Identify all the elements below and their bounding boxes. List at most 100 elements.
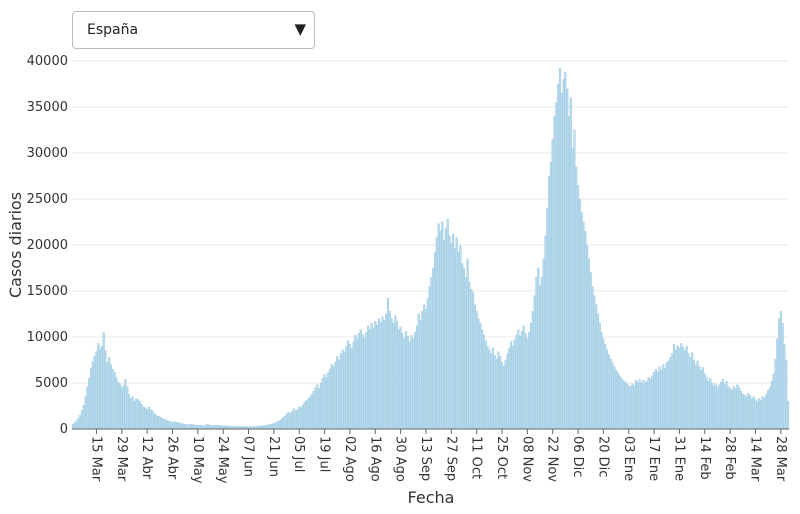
bar bbox=[319, 382, 323, 430]
bar bbox=[386, 298, 390, 430]
y-tick-label: 40000 bbox=[27, 54, 68, 69]
bar bbox=[526, 338, 529, 430]
bar bbox=[774, 358, 777, 430]
bar bbox=[703, 373, 706, 430]
bar bbox=[739, 391, 743, 430]
bar bbox=[596, 313, 600, 430]
bar bbox=[202, 425, 205, 430]
bar bbox=[298, 406, 301, 430]
y-tick-label: 25000 bbox=[27, 192, 68, 207]
bar bbox=[365, 332, 368, 430]
bar bbox=[439, 231, 442, 430]
bar bbox=[587, 258, 590, 430]
bar bbox=[598, 323, 601, 430]
bar bbox=[336, 356, 339, 430]
bar bbox=[502, 366, 505, 430]
bar bbox=[546, 208, 549, 430]
bar bbox=[113, 371, 116, 430]
bar bbox=[184, 424, 187, 430]
bar bbox=[560, 93, 563, 430]
bar bbox=[292, 408, 295, 430]
bar bbox=[303, 402, 306, 430]
y-tick-labels: 0 5000 10000 15000 20000 25000 30000 35000 40000 bbox=[27, 54, 68, 437]
bar bbox=[263, 425, 266, 430]
bar bbox=[403, 338, 406, 430]
bar bbox=[289, 413, 292, 430]
bar bbox=[385, 313, 388, 430]
chevron-down-icon[interactable]: ▼ bbox=[294, 20, 306, 38]
bar bbox=[497, 351, 500, 430]
bar bbox=[577, 185, 580, 430]
bar bbox=[551, 139, 554, 430]
bar bbox=[607, 354, 610, 430]
bar bbox=[79, 415, 82, 430]
bar bbox=[218, 425, 221, 430]
bar bbox=[354, 335, 357, 430]
y-tick-label: 30000 bbox=[27, 146, 68, 161]
bar bbox=[160, 417, 163, 430]
bar bbox=[93, 356, 96, 430]
bar bbox=[176, 422, 179, 430]
bar bbox=[651, 375, 654, 430]
bar bbox=[339, 353, 342, 430]
bar bbox=[578, 198, 581, 430]
bar bbox=[414, 332, 417, 430]
bar bbox=[207, 424, 210, 430]
bar bbox=[540, 277, 543, 430]
x-tick-label: 19 Jul bbox=[317, 436, 332, 472]
bar bbox=[368, 329, 371, 430]
bar bbox=[660, 369, 663, 430]
bar bbox=[307, 398, 310, 430]
x-tick-label: 11 Oct bbox=[469, 436, 484, 479]
bar bbox=[272, 423, 275, 430]
bar bbox=[430, 277, 433, 430]
bar bbox=[669, 357, 672, 430]
bar bbox=[73, 422, 76, 430]
bar bbox=[269, 424, 272, 430]
bar bbox=[290, 411, 294, 430]
bar bbox=[437, 223, 440, 430]
bar bbox=[82, 404, 85, 430]
bar bbox=[696, 360, 699, 430]
bar bbox=[395, 321, 399, 430]
bar bbox=[768, 387, 772, 430]
x-tick-label: 08 Nov bbox=[519, 436, 534, 482]
bar bbox=[562, 79, 565, 430]
bar bbox=[178, 422, 181, 430]
bar bbox=[165, 420, 169, 430]
bar bbox=[700, 369, 703, 430]
bar bbox=[118, 383, 122, 430]
region-select-value: España bbox=[87, 22, 139, 38]
bar bbox=[89, 368, 93, 430]
bar bbox=[584, 231, 587, 430]
bar bbox=[102, 332, 105, 430]
bar bbox=[605, 349, 609, 430]
bar bbox=[356, 338, 359, 430]
bar bbox=[423, 304, 426, 430]
bar bbox=[533, 295, 536, 430]
bar bbox=[528, 332, 531, 430]
region-select[interactable]: España ▼ bbox=[72, 11, 315, 49]
bar bbox=[158, 416, 161, 430]
bar bbox=[535, 277, 538, 430]
bar bbox=[453, 248, 457, 430]
bar bbox=[707, 381, 710, 430]
bar bbox=[399, 326, 402, 430]
bar bbox=[363, 337, 366, 430]
bar bbox=[75, 420, 78, 430]
bar bbox=[316, 384, 319, 430]
bar bbox=[80, 410, 84, 430]
bar bbox=[787, 401, 790, 430]
bar bbox=[265, 425, 268, 430]
x-tick-label: 14 Feb bbox=[697, 436, 712, 480]
bar bbox=[508, 347, 511, 430]
bar bbox=[517, 329, 520, 430]
bar bbox=[86, 386, 89, 430]
bar bbox=[595, 304, 598, 430]
bar bbox=[151, 410, 154, 430]
bar bbox=[133, 401, 136, 430]
bar bbox=[457, 252, 460, 430]
bar bbox=[622, 380, 625, 430]
bar bbox=[481, 329, 484, 430]
bar bbox=[370, 323, 373, 430]
